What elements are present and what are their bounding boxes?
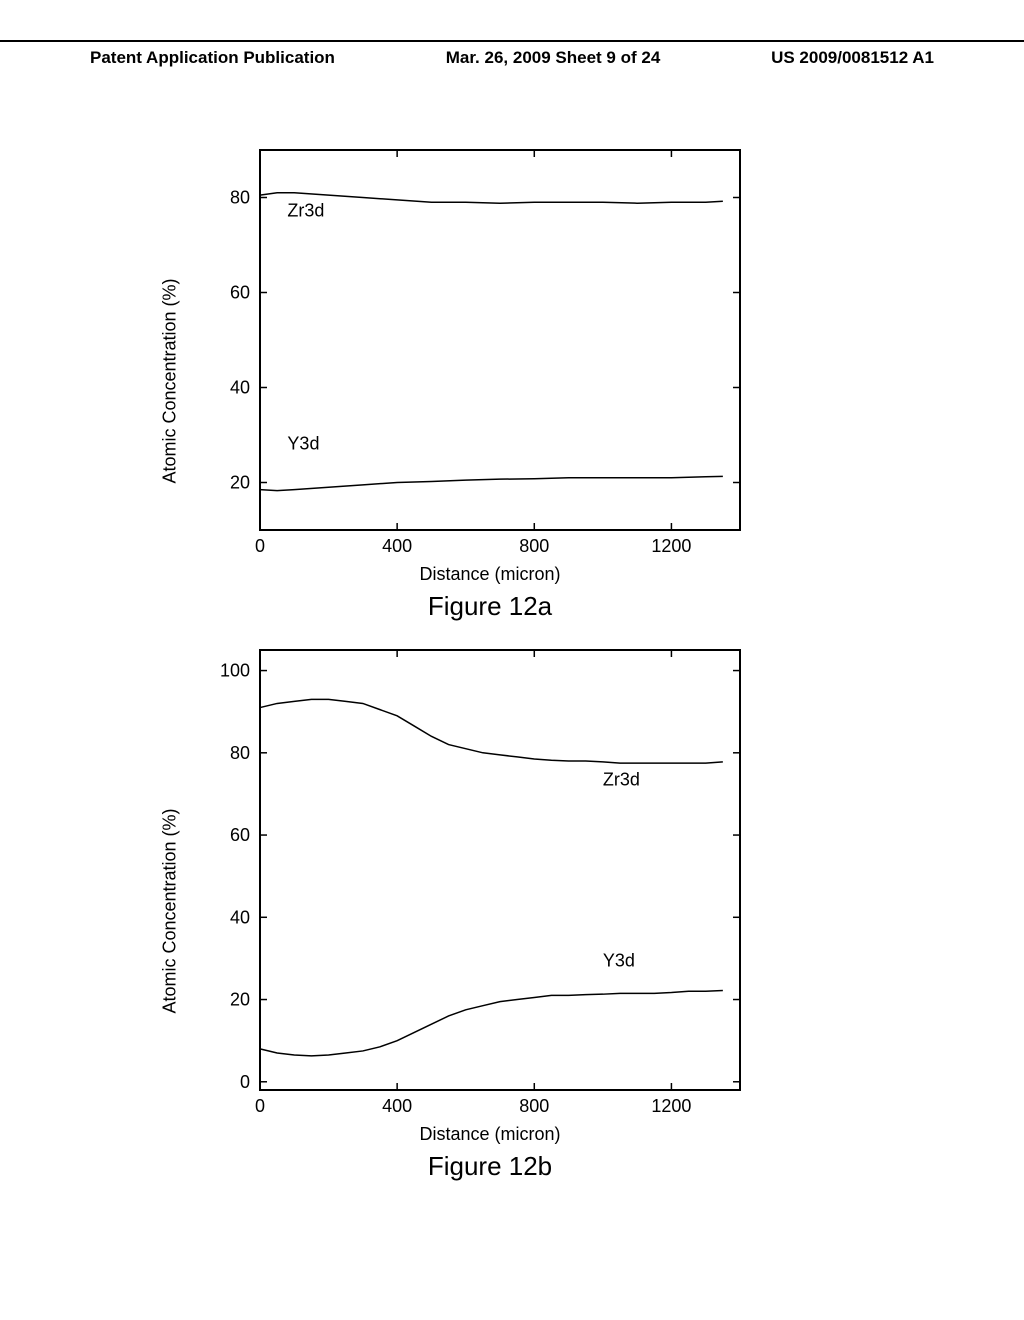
y-tick-label: 0	[240, 1072, 250, 1092]
y-tick-label: 40	[230, 907, 250, 927]
x-tick-label: 0	[255, 536, 265, 556]
x-tick-label: 1200	[651, 1096, 691, 1116]
header-right: US 2009/0081512 A1	[771, 48, 934, 68]
chart-b-ylabel: Atomic Concentration (%)	[160, 808, 181, 1013]
chart-b-caption: Figure 12b	[200, 1151, 780, 1182]
y-tick-label: 80	[230, 743, 250, 763]
x-tick-label: 800	[519, 1096, 549, 1116]
y-tick-label: 100	[220, 661, 250, 681]
header-mid: Mar. 26, 2009 Sheet 9 of 24	[446, 48, 661, 68]
y-tick-label: 60	[230, 283, 250, 303]
y-tick-label: 60	[230, 825, 250, 845]
x-tick-label: 400	[382, 536, 412, 556]
x-tick-label: 0	[255, 1096, 265, 1116]
series-label: Y3d	[603, 951, 635, 971]
charts-container: Atomic Concentration (%) 040080012002040…	[200, 140, 780, 1200]
x-tick-label: 400	[382, 1096, 412, 1116]
y-tick-label: 20	[230, 990, 250, 1010]
chart-a-ylabel: Atomic Concentration (%)	[160, 278, 181, 483]
chart-a-caption: Figure 12a	[200, 591, 780, 622]
chart-b-xlabel: Distance (micron)	[200, 1124, 780, 1145]
y-tick-label: 80	[230, 188, 250, 208]
series-label: Zr3d	[287, 201, 324, 221]
chart-b-svg: 0 400 800 1200 0 20 40 60 80 100 Zr3d Y3d	[200, 640, 750, 1120]
chart-a-block: Atomic Concentration (%) 040080012002040…	[200, 140, 780, 622]
y-tick-label: 40	[230, 378, 250, 398]
chart-a-xlabel: Distance (micron)	[200, 564, 780, 585]
chart-a-svg: 0 400 800 1200 20 40 60 80 Zr3d Y3d	[200, 140, 750, 560]
y-tick-label: 20	[230, 473, 250, 493]
x-tick-label: 800	[519, 536, 549, 556]
series-label: Zr3d	[603, 770, 640, 790]
page-header: Patent Application Publication Mar. 26, …	[0, 40, 1024, 68]
chart-b-block: Atomic Concentration (%) 040080012000204…	[200, 640, 780, 1182]
header-left: Patent Application Publication	[90, 48, 335, 68]
series-label: Y3d	[287, 433, 319, 453]
x-tick-label: 1200	[651, 536, 691, 556]
